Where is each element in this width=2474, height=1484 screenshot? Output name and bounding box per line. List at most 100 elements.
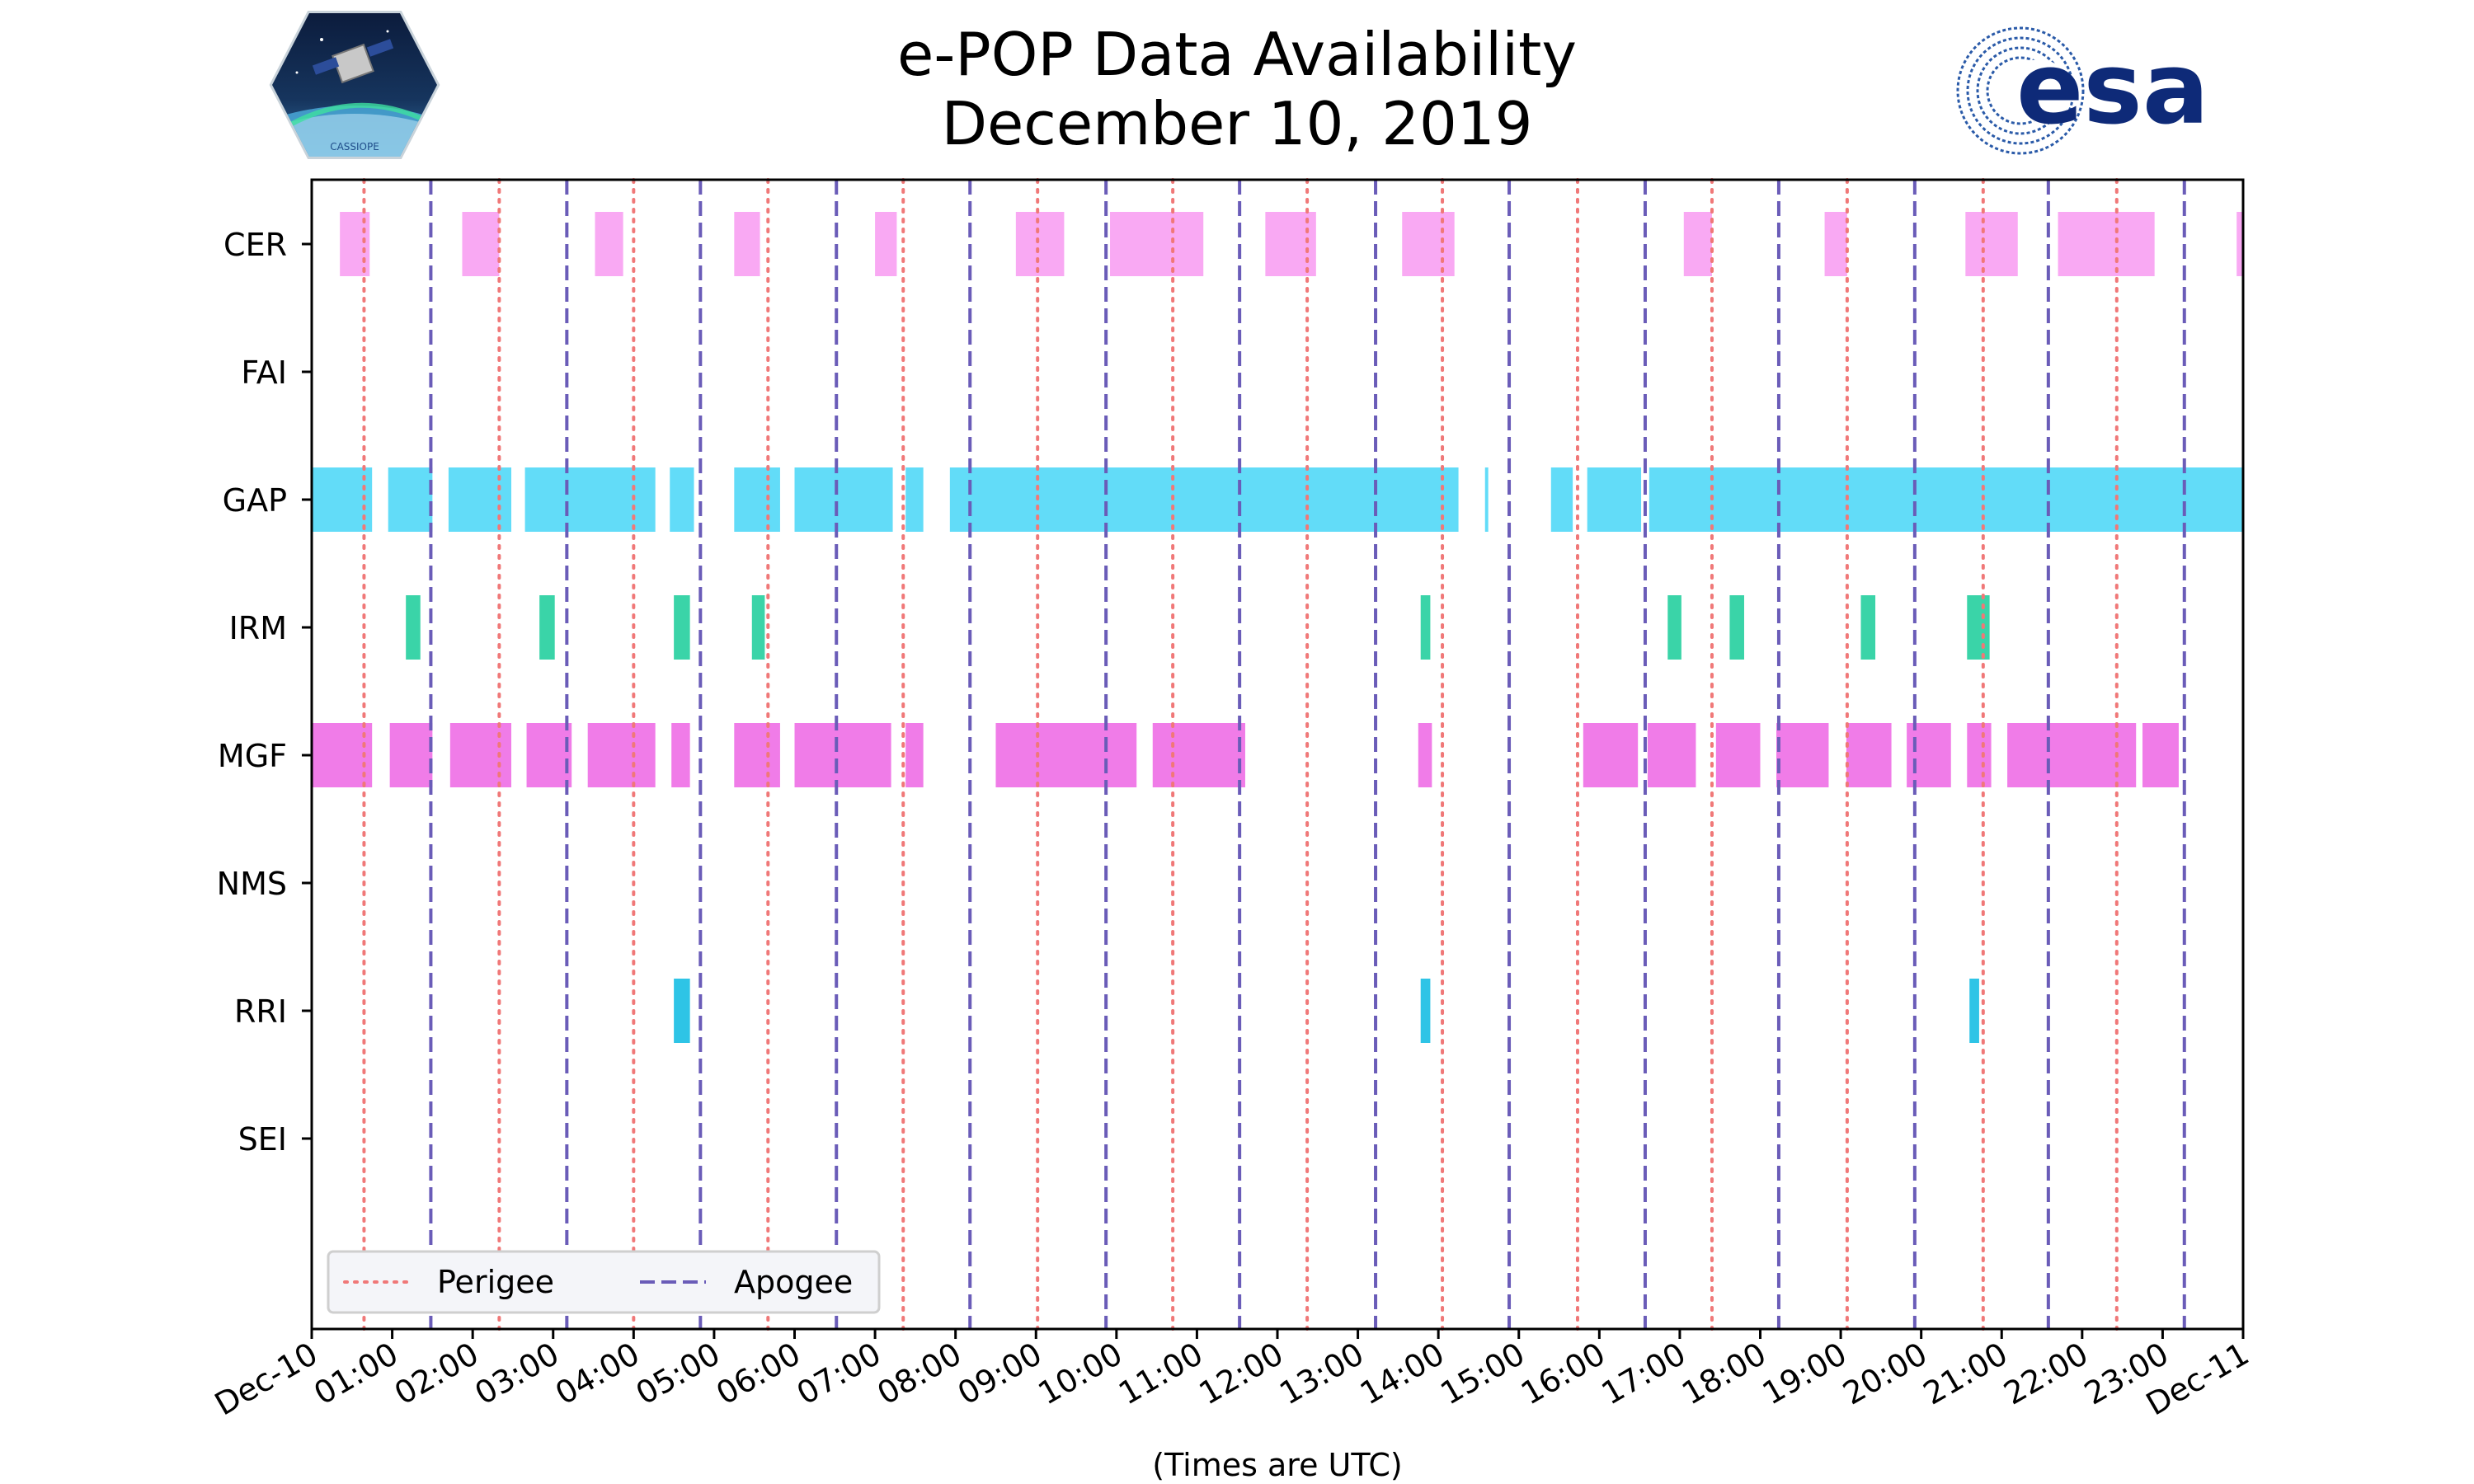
bar-irm <box>674 595 690 660</box>
bar-cer <box>1683 212 1712 276</box>
x-tick-label: 21:00 <box>1917 1336 2014 1412</box>
bar-gap <box>794 467 893 532</box>
bar-gap <box>905 467 924 532</box>
cassiope-logo-text: CASSIOPE <box>330 141 379 153</box>
x-tick-label: 02:00 <box>388 1336 485 1412</box>
bar-cer <box>2058 212 2155 276</box>
x-tick-label: Dec-10 <box>209 1336 323 1423</box>
y-tick-label: MGF <box>218 738 287 774</box>
x-tick-label: 15:00 <box>1434 1336 1531 1412</box>
bar-gap <box>388 467 433 532</box>
bar-mgf <box>449 723 512 787</box>
bar-mgf <box>2142 723 2179 787</box>
bar-gap <box>524 467 656 532</box>
bar-irm <box>1967 595 1990 660</box>
bar-mgf <box>312 723 373 787</box>
bar-cer <box>1015 212 1065 276</box>
bar-mgf <box>1967 723 1992 787</box>
x-tick-label: 18:00 <box>1676 1336 1772 1412</box>
x-tick-label: 13:00 <box>1273 1336 1370 1412</box>
x-tick-label: 06:00 <box>710 1336 807 1412</box>
bar-rri <box>674 979 690 1043</box>
x-tick-label: 04:00 <box>549 1336 646 1412</box>
bar-rri <box>1420 979 1431 1043</box>
bar-mgf <box>1715 723 1761 787</box>
x-tick-label: 19:00 <box>1757 1336 1853 1412</box>
bar-cer <box>875 212 897 276</box>
bar-cer <box>2236 212 2243 276</box>
bar-cer <box>1824 212 1847 276</box>
bar-irm <box>1667 595 1681 660</box>
y-tick-label: RRI <box>234 993 287 1030</box>
bar-gap <box>1649 467 2243 532</box>
y-tick-label: NMS <box>217 866 287 902</box>
bar-cer <box>595 212 623 276</box>
bar-irm <box>539 595 555 660</box>
cassiope-logo: CASSIOPE <box>269 11 440 159</box>
x-tick-label: 16:00 <box>1515 1336 1611 1412</box>
x-tick-label: 01:00 <box>308 1336 404 1412</box>
bar-rri <box>1969 979 1979 1043</box>
bar-irm <box>751 595 765 660</box>
bar-gap <box>1550 467 1573 532</box>
bar-irm <box>1729 595 1744 660</box>
bar-gap <box>1484 467 1489 532</box>
esa-logo-text: esa <box>2016 32 2209 147</box>
x-tick-label: 17:00 <box>1596 1336 1692 1412</box>
x-tick-label: 07:00 <box>791 1336 887 1412</box>
x-tick-label: 22:00 <box>1997 1336 2094 1412</box>
bar-mgf <box>1647 723 1696 787</box>
bar-mgf <box>1152 723 1245 787</box>
legend-perigee-label: Perigee <box>437 1264 554 1300</box>
bar-irm <box>1420 595 1431 660</box>
bar-mgf <box>1907 723 1951 787</box>
esa-logo: esa <box>1956 26 2209 155</box>
bar-mgf <box>1846 723 1892 787</box>
bar-irm <box>406 595 421 660</box>
bar-cer <box>734 212 760 276</box>
bar-mgf <box>905 723 924 787</box>
bar-mgf <box>1583 723 1639 787</box>
bar-cer <box>1965 212 2018 276</box>
x-tick-label: 09:00 <box>952 1336 1048 1412</box>
chart-title: e-POP Data Availability <box>897 20 1577 89</box>
bar-mgf <box>587 723 656 787</box>
bar-cer <box>462 212 500 276</box>
y-tick-label: FAI <box>241 355 287 391</box>
bar-gap <box>670 467 694 532</box>
bar-mgf <box>734 723 780 787</box>
bar-mgf <box>995 723 1137 787</box>
bar-mgf <box>671 723 690 787</box>
bar-mgf <box>389 723 433 787</box>
x-tick-label: 10:00 <box>1032 1336 1128 1412</box>
x-tick-label: 20:00 <box>1837 1336 1933 1412</box>
bar-mgf <box>2007 723 2137 787</box>
bar-gap <box>734 467 780 532</box>
bar-cer <box>1110 212 1204 276</box>
legend-box <box>327 1250 881 1314</box>
bar-mgf <box>1776 723 1829 787</box>
bar-mgf <box>794 723 891 787</box>
bar-irm <box>1860 595 1876 660</box>
y-tick-label: IRM <box>229 610 287 646</box>
x-tick-label: 03:00 <box>468 1336 565 1412</box>
chart-subtitle: December 10, 2019 <box>941 89 1533 158</box>
bar-gap <box>1587 467 1642 532</box>
x-tick-label: 11:00 <box>1112 1336 1209 1412</box>
bar-mgf <box>1418 723 1432 787</box>
y-tick-label: SEI <box>238 1121 287 1158</box>
bar-gap <box>312 467 373 532</box>
x-tick-label: 08:00 <box>871 1336 967 1412</box>
bar-cer <box>1402 212 1455 276</box>
y-tick-label: CER <box>223 227 287 263</box>
x-axis-label: (Times are UTC) <box>1152 1447 1402 1483</box>
y-tick-label: GAP <box>223 482 287 519</box>
bar-mgf <box>526 723 572 787</box>
bar-gap <box>949 467 1459 532</box>
x-tick-label: 12:00 <box>1193 1336 1290 1412</box>
x-tick-label: 14:00 <box>1354 1336 1451 1412</box>
bar-gap <box>448 467 512 532</box>
x-tick-label: 05:00 <box>630 1336 727 1412</box>
